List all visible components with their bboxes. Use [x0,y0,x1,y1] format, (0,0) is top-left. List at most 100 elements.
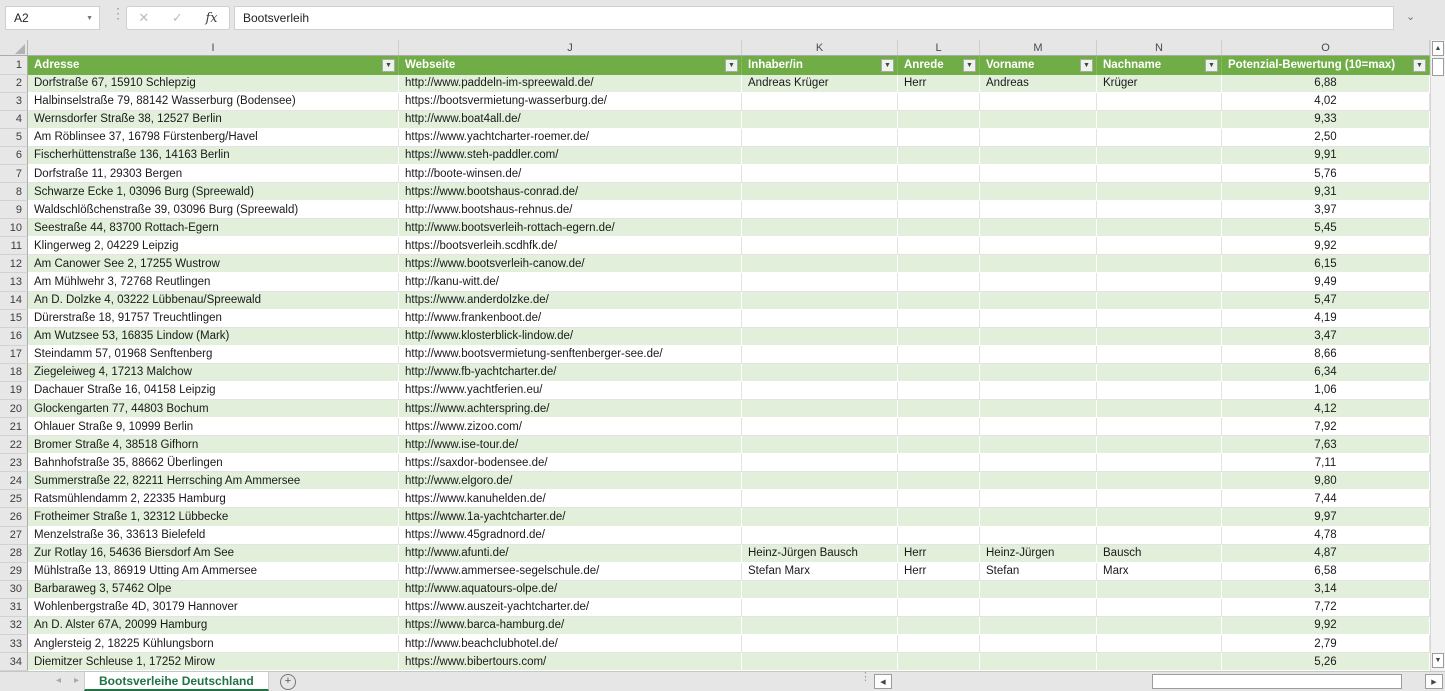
cell-inhaber[interactable] [742,146,898,165]
cell-webseite[interactable]: https://bootsverleih.scdhfk.de/ [399,237,742,256]
cell-anrede[interactable] [898,345,980,364]
cancel-icon[interactable]: ✕ [138,10,150,25]
filter-icon[interactable]: ▼ [963,58,976,72]
cell-adresse[interactable]: Am Wutzsee 53, 16835 Lindow (Mark) [28,327,399,346]
cell-nachname[interactable] [1097,363,1222,382]
cell-nachname[interactable] [1097,400,1222,419]
cell-inhaber[interactable] [742,201,898,220]
cell-anrede[interactable] [898,183,980,202]
cell-bewertung[interactable]: 4,02 [1222,92,1430,111]
cell-adresse[interactable]: Steindamm 57, 01968 Senftenberg [28,345,399,364]
row-header-23[interactable]: 23 [0,454,28,473]
cell-anrede[interactable] [898,164,980,184]
cell-bewertung[interactable]: 9,91 [1222,146,1430,165]
row-header-26[interactable]: 26 [0,508,28,527]
row-header-1[interactable]: 1 [0,56,28,75]
cell-anrede[interactable] [898,309,980,328]
cell-adresse[interactable]: An D. Alster 67A, 20099 Hamburg [28,616,399,636]
cell-vorname[interactable] [980,400,1097,419]
cell-webseite[interactable]: https://bootsvermietung-wasserburg.de/ [399,92,742,111]
cell-inhaber[interactable] [742,400,898,419]
cell-inhaber[interactable]: Stefan Marx [742,562,898,581]
cell-anrede[interactable] [898,381,980,400]
row-header-12[interactable]: 12 [0,255,28,274]
row-header-2[interactable]: 2 [0,74,28,93]
cell-webseite[interactable]: https://www.bootsverleih-canow.de/ [399,255,742,274]
cell-nachname[interactable] [1097,255,1222,274]
cell-adresse[interactable]: Wohlenbergstraße 4D, 30179 Hannover [28,598,399,617]
cell-inhaber[interactable] [742,110,898,129]
column-header-anrede[interactable]: L [898,40,980,55]
cell-webseite[interactable]: http://www.frankenboot.de/ [399,309,742,328]
cell-vorname[interactable] [980,580,1097,599]
cell-nachname[interactable] [1097,237,1222,256]
cell-vorname[interactable] [980,309,1097,328]
cell-nachname[interactable] [1097,526,1222,545]
cell-vorname[interactable] [980,110,1097,129]
cell-webseite[interactable]: https://www.auszeit-yachtcharter.de/ [399,598,742,617]
cell-inhaber[interactable] [742,635,898,654]
cell-adresse[interactable]: Am Röblinsee 37, 16798 Fürstenberg/Havel [28,128,399,147]
cell-adresse[interactable]: Ratsmühlendamm 2, 22335 Hamburg [28,490,399,509]
row-header-29[interactable]: 29 [0,562,28,581]
cell-adresse[interactable]: Fischerhüttenstraße 136, 14163 Berlin [28,146,399,165]
cell-bewertung[interactable]: 7,72 [1222,598,1430,617]
cell-inhaber[interactable] [742,273,898,292]
cell-inhaber[interactable] [742,580,898,599]
cell-adresse[interactable]: Dorfstraße 67, 15910 Schlepzig [28,74,399,93]
row-header-22[interactable]: 22 [0,436,28,455]
cell-vorname[interactable] [980,508,1097,527]
row-header-20[interactable]: 20 [0,400,28,419]
cell-bewertung[interactable]: 7,92 [1222,418,1430,437]
column-header-webseite[interactable]: J [399,40,742,55]
row-header-25[interactable]: 25 [0,490,28,509]
cell-bewertung[interactable]: 1,06 [1222,381,1430,400]
cell-anrede[interactable] [898,400,980,419]
cell-bewertung[interactable]: 6,58 [1222,562,1430,581]
cell-adresse[interactable]: Dürerstraße 18, 91757 Treuchtlingen [28,309,399,328]
table-header-vorname[interactable]: Vorname ▼ [980,56,1097,75]
cell-inhaber[interactable] [742,526,898,545]
cell-adresse[interactable]: Ohlauer Straße 9, 10999 Berlin [28,418,399,437]
cell-bewertung[interactable]: 5,45 [1222,219,1430,238]
cell-adresse[interactable]: Bromer Straße 4, 38518 Gifhorn [28,436,399,455]
row-header-17[interactable]: 17 [0,345,28,364]
cell-anrede[interactable] [898,653,980,672]
cell-adresse[interactable]: Wernsdorfer Straße 38, 12527 Berlin [28,110,399,129]
cell-inhaber[interactable] [742,381,898,400]
cell-nachname[interactable] [1097,418,1222,437]
cell-vorname[interactable] [980,237,1097,256]
cell-webseite[interactable]: http://www.ammersee-segelschule.de/ [399,562,742,581]
table-header-bewertung[interactable]: Potenzial-Bewertung (10=max) ▼ [1222,56,1430,75]
row-header-8[interactable]: 8 [0,183,28,202]
cell-anrede[interactable] [898,472,980,491]
row-header-6[interactable]: 6 [0,146,28,165]
cell-webseite[interactable]: http://www.afunti.de/ [399,544,742,563]
cell-nachname[interactable] [1097,508,1222,527]
cell-nachname[interactable]: Krüger [1097,74,1222,93]
cell-adresse[interactable]: Glockengarten 77, 44803 Bochum [28,400,399,419]
cell-webseite[interactable]: https://www.yachtcharter-roemer.de/ [399,128,742,147]
cell-vorname[interactable] [980,219,1097,238]
cell-anrede[interactable] [898,580,980,599]
cell-vorname[interactable] [980,635,1097,654]
cell-bewertung[interactable]: 5,47 [1222,291,1430,310]
cell-inhaber[interactable] [742,309,898,328]
scroll-down-icon[interactable]: ▼ [1432,653,1444,668]
cell-adresse[interactable]: Barbaraweg 3, 57462 Olpe [28,580,399,599]
cell-nachname[interactable] [1097,201,1222,220]
cell-webseite[interactable]: http://www.paddeln-im-spreewald.de/ [399,74,742,93]
cell-inhaber[interactable] [742,291,898,310]
cell-vorname[interactable] [980,255,1097,274]
cell-vorname[interactable] [980,183,1097,202]
select-all-button[interactable] [0,40,28,55]
cell-bewertung[interactable]: 6,15 [1222,255,1430,274]
cell-inhaber[interactable] [742,164,898,184]
table-header-inhaber[interactable]: Inhaber/in ▼ [742,56,898,75]
cell-adresse[interactable]: Schwarze Ecke 1, 03096 Burg (Spreewald) [28,183,399,202]
row-header-5[interactable]: 5 [0,128,28,147]
column-header-bewertung[interactable]: O [1222,40,1430,55]
cell-vorname[interactable] [980,273,1097,292]
cell-bewertung[interactable]: 6,88 [1222,74,1430,93]
cell-vorname[interactable] [980,418,1097,437]
